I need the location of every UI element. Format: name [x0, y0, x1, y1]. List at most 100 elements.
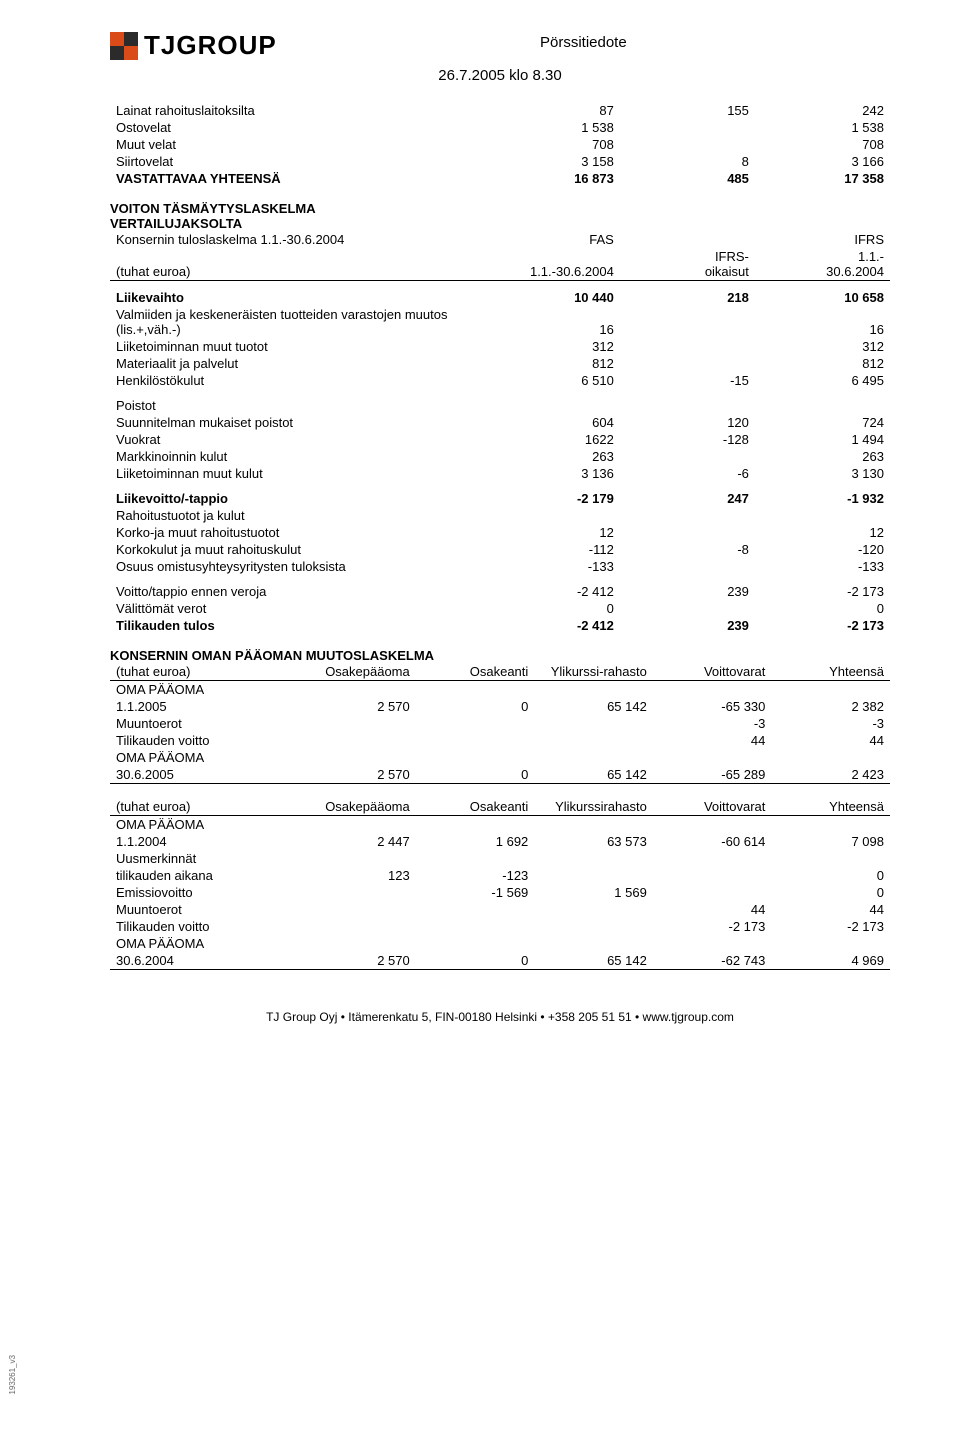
table-cell: -8 [620, 541, 755, 558]
table-cell: 0 [485, 600, 620, 617]
eq1-h5: Yhteensä [771, 663, 890, 681]
logo: TJGROUP [110, 30, 277, 61]
table-cell: 2 382 [771, 698, 890, 715]
reconciliation-title-2: VERTAILUJAKSOLTA [110, 216, 890, 231]
table-cell: 0 [416, 952, 535, 970]
table-row-label: Emissiovoitto [110, 884, 297, 901]
table-cell: -6 [620, 465, 755, 482]
table-cell [534, 850, 653, 867]
table-cell: 708 [485, 136, 620, 153]
table-cell: -112 [485, 541, 620, 558]
table-cell: -2 173 [755, 617, 890, 634]
table-row-label: Tilikauden tulos [110, 617, 485, 634]
table-cell: 2 447 [297, 833, 416, 850]
table-cell: -15 [620, 372, 755, 389]
table-cell [620, 558, 755, 575]
table-cell: 17 358 [755, 170, 890, 187]
table-cell: 239 [620, 617, 755, 634]
table-cell [297, 816, 416, 834]
table-cell: 87 [485, 102, 620, 119]
table-row-label: 1.1.2004 [110, 833, 297, 850]
table-cell: 3 136 [485, 465, 620, 482]
table-row-label: Korko-ja muut rahoitustuotot [110, 524, 485, 541]
table-row-label: Lainat rahoituslaitoksilta [110, 102, 485, 119]
recon-h2-c2-bot: oikaisut [626, 264, 749, 279]
table-cell: 1 692 [416, 833, 535, 850]
document-title: Pörssitiedote [277, 30, 890, 51]
equity-change-title: KONSERNIN OMAN PÄÄOMAN MUUTOSLASKELMA [110, 648, 890, 663]
table-cell: 16 873 [485, 170, 620, 187]
table-cell: 0 [416, 766, 535, 784]
table-row-label: Valmiiden ja keskeneräisten tuotteiden v… [110, 306, 485, 338]
table-cell [620, 507, 755, 524]
reconciliation-header-table: Konsernin tuloslaskelma 1.1.-30.6.2004 F… [110, 231, 890, 281]
table-cell: 0 [755, 600, 890, 617]
document-date: 26.7.2005 klo 8.30 [110, 67, 890, 84]
table-cell [771, 935, 890, 952]
table-cell [534, 816, 653, 834]
table-row-label: Muuntoerot [110, 715, 297, 732]
table-row-label: Osuus omistusyhteysyritysten tuloksista [110, 558, 485, 575]
table-row-label: 30.6.2004 [110, 952, 297, 970]
table-cell [771, 850, 890, 867]
table-cell: 0 [416, 698, 535, 715]
eq1-h1: Osakepääoma [297, 663, 416, 681]
table-cell [416, 935, 535, 952]
logo-text: TJGROUP [144, 30, 277, 61]
table-cell: 218 [620, 289, 755, 306]
table-cell: 1 538 [485, 119, 620, 136]
table-cell: 0 [771, 884, 890, 901]
table-cell [416, 681, 535, 699]
eq2-h3: Ylikurssirahasto [534, 798, 653, 816]
table-cell: 1 494 [755, 431, 890, 448]
eq2-h1: Osakepääoma [297, 798, 416, 816]
table-cell [297, 715, 416, 732]
table-cell [771, 681, 890, 699]
table-cell [297, 850, 416, 867]
table-cell [297, 732, 416, 749]
table-cell [653, 935, 772, 952]
table-cell: 16 [755, 306, 890, 338]
table-row-label: Muut velat [110, 136, 485, 153]
table-cell [534, 732, 653, 749]
table-cell [534, 867, 653, 884]
table-cell [416, 816, 535, 834]
recon-h2-c3-bot: 30.6.2004 [761, 264, 884, 279]
table-cell [771, 816, 890, 834]
table-row-label: 30.6.2005 [110, 766, 297, 784]
table-row-label: Siirtovelat [110, 153, 485, 170]
table-cell [620, 136, 755, 153]
table-cell: 3 130 [755, 465, 890, 482]
table-cell: -120 [755, 541, 890, 558]
recon-h1-c3: IFRS [755, 231, 890, 248]
table-cell [653, 816, 772, 834]
table-cell: 312 [755, 338, 890, 355]
table-cell [297, 749, 416, 766]
table-cell: 6 495 [755, 372, 890, 389]
logo-mark-icon [110, 32, 138, 60]
eq1-h2: Osakeanti [416, 663, 535, 681]
table-cell: 1622 [485, 431, 620, 448]
table-cell: 16 [485, 306, 620, 338]
table-cell [416, 732, 535, 749]
table-cell [534, 749, 653, 766]
table-cell: 0 [771, 867, 890, 884]
table-cell [620, 524, 755, 541]
table-cell: -65 330 [653, 698, 772, 715]
table-cell [653, 867, 772, 884]
table-cell [297, 935, 416, 952]
table-cell: 708 [755, 136, 890, 153]
table-cell [416, 749, 535, 766]
table-cell: -1 932 [755, 490, 890, 507]
table-cell [534, 935, 653, 952]
table-row-label: Liiketoiminnan muut tuotot [110, 338, 485, 355]
reconciliation-table-a: Liikevaihto10 44021810 658Valmiiden ja k… [110, 289, 890, 389]
table-cell: 12 [755, 524, 890, 541]
table-row-label: Suunnitelman mukaiset poistot [110, 414, 485, 431]
table-cell: 8 [620, 153, 755, 170]
table-row-label: Liiketoiminnan muut kulut [110, 465, 485, 482]
table-row-label: Ostovelat [110, 119, 485, 136]
recon-h1-c1: FAS [485, 231, 620, 248]
table-cell [297, 918, 416, 935]
table-cell [416, 715, 535, 732]
